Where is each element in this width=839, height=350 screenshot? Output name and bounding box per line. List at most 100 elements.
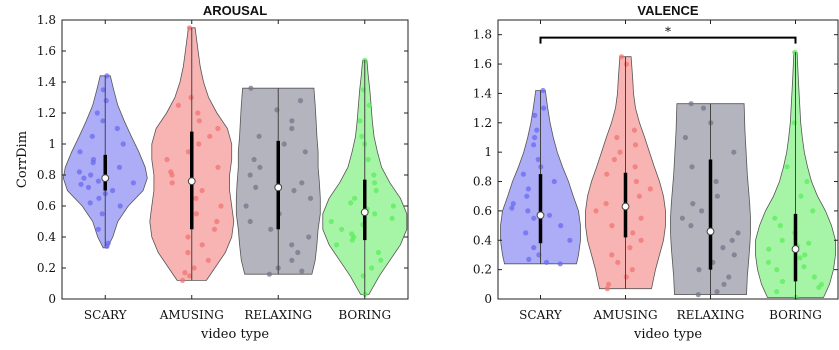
data-point — [306, 234, 312, 240]
data-point — [603, 201, 609, 207]
data-point — [729, 237, 735, 243]
data-point — [779, 278, 786, 284]
y-tick-label: 1 — [484, 145, 492, 159]
data-point — [797, 255, 803, 261]
data-point — [164, 156, 170, 163]
data-point — [105, 240, 111, 246]
data-point — [334, 242, 340, 248]
data-point — [526, 256, 532, 262]
data-point — [604, 171, 610, 177]
data-point — [509, 205, 515, 211]
data-point — [390, 203, 396, 209]
data-point — [289, 257, 295, 263]
data-point — [532, 134, 538, 141]
data-point — [525, 186, 532, 192]
data-point — [614, 134, 620, 141]
data-point — [689, 164, 695, 170]
data-point — [633, 178, 640, 185]
chart-title: VALENCE — [637, 3, 698, 18]
data-point — [777, 223, 783, 229]
y-tick-label: 0.2 — [473, 263, 492, 277]
data-point — [623, 61, 630, 67]
data-point — [214, 218, 220, 225]
data-point — [638, 215, 644, 221]
y-tick-label: 1.8 — [473, 28, 492, 42]
data-point — [551, 178, 557, 185]
data-point — [766, 246, 772, 252]
data-point — [700, 105, 707, 111]
data-point — [295, 249, 301, 256]
data-point — [289, 125, 295, 132]
data-point — [804, 178, 810, 185]
data-point — [211, 226, 218, 232]
data-point — [714, 289, 720, 295]
plot-frame — [497, 19, 839, 300]
data-point — [130, 180, 136, 186]
data-point — [362, 291, 368, 297]
data-point — [366, 102, 372, 108]
data-point — [638, 237, 644, 243]
data-point — [289, 118, 295, 124]
data-point — [281, 141, 287, 147]
data-point — [523, 230, 529, 236]
data-point — [611, 156, 618, 163]
data-point — [199, 242, 205, 248]
data-point — [713, 178, 719, 185]
data-point — [365, 156, 371, 163]
data-point — [328, 218, 334, 225]
data-point — [765, 259, 772, 265]
data-point — [695, 292, 701, 298]
median-marker-amusing — [187, 177, 196, 186]
data-point — [268, 226, 274, 232]
data-point — [525, 208, 531, 214]
data-point — [120, 141, 126, 147]
x-tick-label: BORING — [769, 308, 822, 322]
data-point — [540, 87, 546, 94]
data-point — [731, 252, 737, 258]
data-point — [373, 187, 379, 194]
data-point — [182, 270, 188, 276]
y-tick-label: 1.8 — [37, 13, 56, 27]
data-point — [690, 201, 696, 207]
data-point — [682, 134, 689, 141]
data-point — [175, 102, 181, 108]
y-tick-label: 0.8 — [473, 175, 492, 189]
data-point — [735, 230, 741, 236]
x-axis-label: video type — [200, 327, 269, 342]
data-point — [546, 212, 553, 218]
data-point — [721, 281, 727, 287]
data-point — [609, 223, 615, 229]
data-point — [218, 203, 224, 209]
data-point — [378, 257, 384, 263]
data-point — [531, 245, 537, 251]
data-point — [688, 223, 694, 229]
data-point — [78, 181, 84, 187]
data-point — [510, 201, 516, 207]
data-point — [256, 133, 262, 139]
data-point — [604, 286, 611, 292]
data-point — [185, 249, 191, 256]
data-point — [696, 267, 702, 273]
data-point — [100, 118, 106, 124]
data-point — [359, 133, 365, 139]
data-point — [168, 169, 174, 175]
data-point — [215, 164, 221, 170]
y-axis-label: CorrDim — [15, 131, 30, 188]
y-tick-label: 0.4 — [473, 233, 492, 247]
data-point — [375, 249, 382, 256]
y-tick-label: 0 — [484, 292, 492, 306]
data-point — [632, 164, 638, 170]
data-point — [348, 200, 354, 206]
x-axis-label: video type — [633, 327, 702, 342]
data-point — [186, 25, 193, 31]
data-point — [191, 265, 197, 271]
data-point — [791, 120, 798, 126]
data-point — [618, 54, 625, 60]
plot-frame — [61, 19, 409, 300]
y-tick-label: 0.2 — [37, 261, 56, 275]
data-point — [89, 133, 95, 139]
x-tick-label: RELAXING — [677, 308, 745, 322]
data-point — [792, 49, 798, 55]
x-tick-label: SCARY — [519, 308, 563, 322]
